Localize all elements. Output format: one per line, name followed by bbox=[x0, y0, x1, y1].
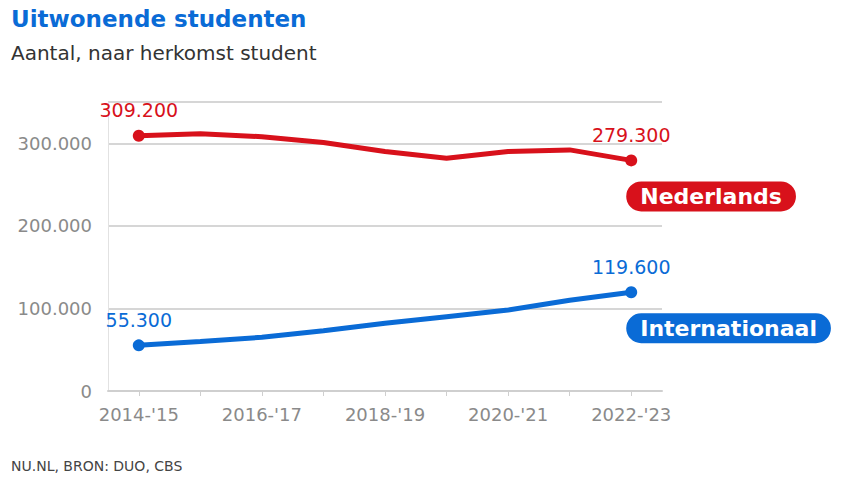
svg-text:55.300: 55.300 bbox=[106, 309, 172, 331]
svg-text:Internationaal: Internationaal bbox=[640, 316, 817, 341]
svg-text:2014-'15: 2014-'15 bbox=[99, 404, 179, 425]
svg-text:NU.NL, BRON: DUO, CBS: NU.NL, BRON: DUO, CBS bbox=[11, 458, 182, 474]
svg-text:279.300: 279.300 bbox=[592, 124, 671, 146]
svg-text:2018-'19: 2018-'19 bbox=[345, 404, 425, 425]
svg-text:Nederlands: Nederlands bbox=[640, 184, 782, 209]
svg-text:309.200: 309.200 bbox=[99, 99, 178, 121]
svg-text:2020-'21: 2020-'21 bbox=[468, 404, 548, 425]
svg-text:2016-'17: 2016-'17 bbox=[222, 404, 302, 425]
svg-text:2022-'23: 2022-'23 bbox=[591, 404, 671, 425]
svg-text:100.000: 100.000 bbox=[18, 298, 92, 319]
svg-text:119.600: 119.600 bbox=[592, 256, 671, 278]
svg-text:Uitwonende studenten: Uitwonende studenten bbox=[11, 6, 307, 32]
svg-text:200.000: 200.000 bbox=[18, 215, 92, 236]
svg-text:300.000: 300.000 bbox=[18, 133, 92, 154]
svg-text:0: 0 bbox=[81, 381, 92, 402]
svg-text:Aantal, naar herkomst student: Aantal, naar herkomst student bbox=[11, 41, 317, 65]
